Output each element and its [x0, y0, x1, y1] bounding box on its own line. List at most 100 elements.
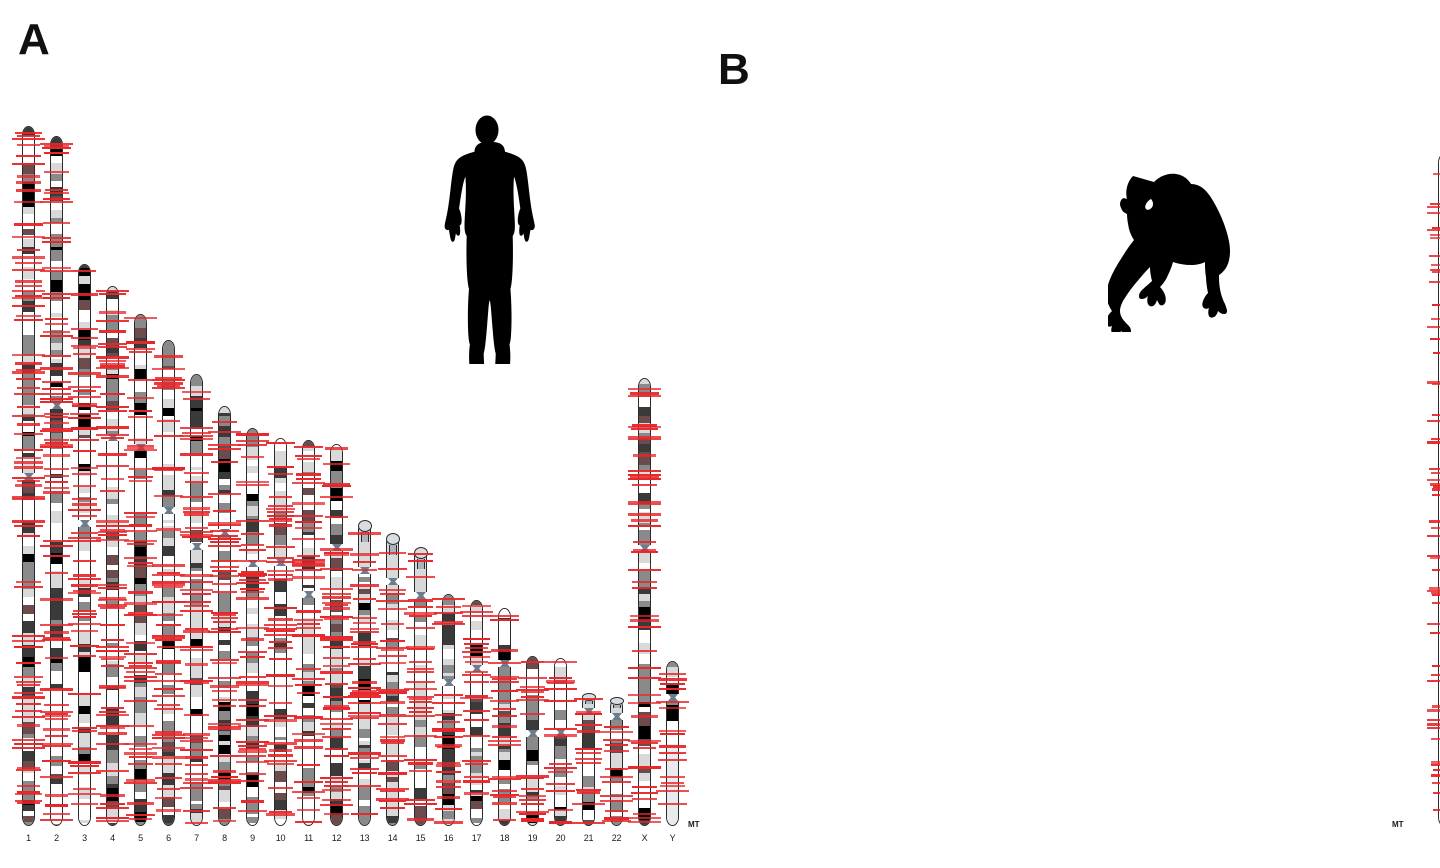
chromosome-20[interactable]: 20 [544, 658, 577, 843]
chromosome-band [499, 769, 510, 778]
centromere [526, 729, 539, 737]
feature-tick-mark [1433, 792, 1440, 794]
chromosome-band [275, 818, 286, 822]
chromosome-12[interactable]: 12 [320, 444, 353, 843]
chromosome-band [79, 617, 90, 621]
feature-tick-mark [152, 574, 185, 576]
chromosome-7[interactable]: 7 [180, 374, 213, 843]
feature-tick-mark [42, 241, 71, 243]
chromosome-X[interactable]: X [628, 378, 661, 843]
chromosome-label-8: 8 [222, 833, 227, 843]
chromosome-band [275, 578, 286, 592]
feature-tick-mark [68, 509, 101, 511]
feature-tick-mark [292, 563, 325, 566]
feature-tick-mark [264, 742, 297, 745]
chromosome-ideogram [638, 378, 651, 826]
feature-tick-mark [100, 529, 125, 532]
chromosome-18[interactable]: 18 [488, 608, 521, 843]
feature-tick-mark [376, 798, 409, 801]
feature-tick-mark [180, 531, 213, 533]
chromosome-band [471, 613, 482, 621]
chromosome-band [331, 687, 342, 701]
chromosome-band [611, 729, 622, 740]
feature-tick-mark [380, 701, 405, 704]
chromosome-19[interactable]: 19 [516, 656, 549, 843]
chromosome-band [303, 663, 314, 672]
feature-tick-mark [236, 761, 269, 763]
feature-tick-mark [352, 569, 377, 571]
chromosome-band [163, 568, 174, 573]
chromosome-band [79, 601, 90, 612]
feature-tick-mark [124, 680, 157, 682]
chromosome-ideogram [442, 594, 455, 826]
chromosome-band [107, 713, 118, 726]
feature-tick-mark [14, 743, 43, 745]
chromosome-band [443, 613, 454, 622]
chromosome-band [107, 486, 118, 499]
chromosome-16[interactable]: 16 [432, 594, 465, 843]
chromosome-band [387, 592, 398, 604]
chromosome-band [135, 555, 146, 566]
chromosome-14[interactable]: 14 [376, 533, 409, 843]
feature-tick-mark [12, 640, 45, 642]
chromosome-band [79, 819, 90, 823]
feature-tick-mark [124, 512, 157, 514]
chromosome-21[interactable]: 21 [572, 693, 605, 843]
feature-tick-mark [325, 447, 348, 450]
chromosome-5[interactable]: 5 [124, 314, 157, 843]
feature-tick-mark [213, 705, 236, 707]
chromosome-band [23, 656, 34, 667]
chromosome-band [583, 730, 594, 743]
chromosome-band [555, 809, 566, 816]
chromosome-2[interactable]: 2 [40, 136, 73, 843]
chromosome-band [387, 714, 398, 726]
feature-tick-mark [296, 478, 321, 480]
chromosome-band [639, 452, 650, 465]
chromosome-17[interactable]: 17 [460, 600, 493, 843]
chromosome-band [443, 605, 454, 613]
feature-tick-mark [210, 685, 239, 688]
feature-tick-mark [68, 592, 101, 594]
chromosome-band [499, 722, 510, 736]
chromosome-1[interactable]: 1 [1427, 154, 1440, 826]
feature-tick-mark [267, 557, 294, 559]
feature-tick-mark [1433, 173, 1440, 175]
feature-tick-mark [437, 796, 460, 799]
feature-tick-mark [268, 574, 293, 576]
feature-tick-mark [210, 541, 239, 543]
feature-tick-mark [180, 740, 213, 742]
feature-tick-mark [211, 776, 238, 778]
feature-tick-mark [126, 814, 155, 816]
chromosome-band [163, 530, 174, 538]
feature-tick-mark [432, 730, 465, 732]
chromosome-band [191, 684, 202, 697]
chromosome-6[interactable]: 6 [152, 340, 185, 843]
feature-tick-mark [1427, 623, 1440, 625]
chromosome-band [135, 724, 146, 736]
chromosome-ideogram [330, 444, 343, 826]
chromosome-13[interactable]: 13 [348, 520, 381, 843]
chromosome-9[interactable]: 9 [236, 428, 269, 843]
chromosome-band [23, 721, 34, 734]
feature-tick-mark [71, 532, 98, 534]
chromosome-3[interactable]: 3 [68, 264, 101, 843]
chromosome-11[interactable]: 11 [292, 440, 325, 843]
feature-tick-mark [157, 704, 180, 706]
chromosome-band [107, 503, 118, 512]
feature-tick-mark [45, 189, 68, 191]
chromosome-band [527, 695, 538, 707]
chromosome-22[interactable]: 22 [600, 697, 633, 843]
feature-tick-mark [266, 674, 295, 677]
feature-tick-mark [432, 728, 465, 730]
feature-tick-mark [14, 201, 43, 203]
feature-tick-mark [180, 581, 213, 583]
chromosome-15[interactable]: 15 [404, 547, 437, 843]
chromosome-1[interactable]: 1 [12, 126, 45, 843]
chromosome-band [79, 620, 90, 632]
chromosome-8[interactable]: 8 [208, 406, 241, 843]
chromosome-10[interactable]: 10 [264, 438, 297, 843]
chromosome-p-arm [246, 428, 259, 560]
chromosome-band [135, 630, 146, 635]
chromosome-4[interactable]: 4 [96, 286, 129, 843]
chromosome-Y[interactable]: Y [656, 661, 689, 843]
